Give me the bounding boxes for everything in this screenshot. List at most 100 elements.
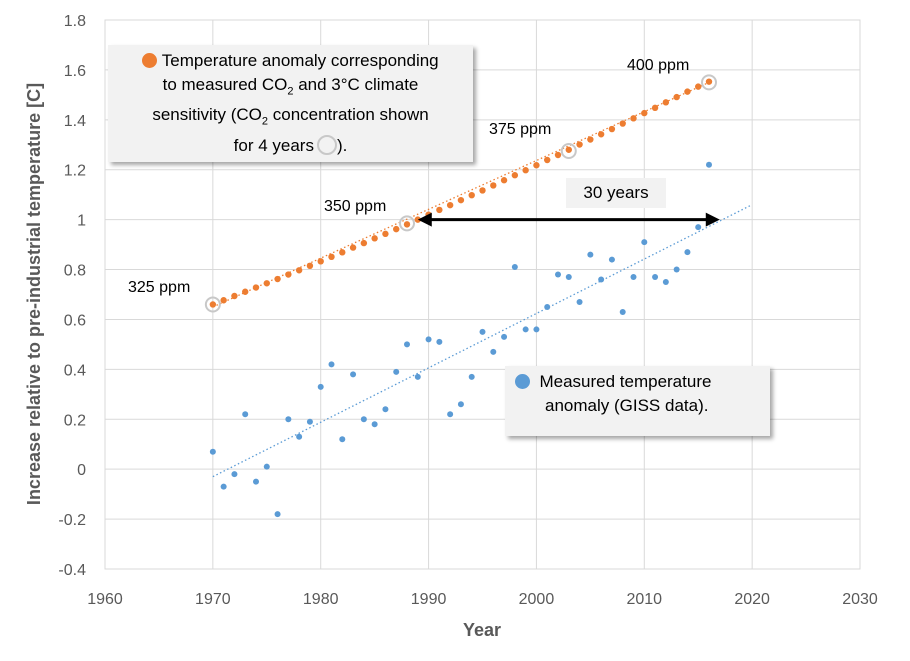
legend-text: and 3°C climate: [293, 75, 419, 94]
legend-text: Temperature anomaly corresponding: [161, 51, 439, 70]
orange-data-point: [522, 167, 529, 174]
blue-data-point: [457, 401, 464, 408]
blue-data-point: [360, 416, 367, 423]
blue-data-point: [490, 348, 497, 355]
orange-data-point: [285, 271, 292, 278]
y-axis-title: Increase relative to pre-industrial temp…: [24, 83, 44, 505]
orange-data-point: [673, 93, 680, 101]
orange-data-point: [371, 235, 378, 242]
y-tick-label: 0.4: [64, 362, 86, 379]
blue-data-point: [511, 264, 518, 271]
orange-data-point: [705, 78, 713, 85]
orange-data-point: [209, 301, 217, 308]
legend-text: Measured temperature: [539, 372, 712, 391]
orange-data-point: [436, 206, 443, 214]
orange-data-point: [597, 131, 605, 138]
blue-data-point: [393, 368, 400, 375]
x-tick-label: 1990: [411, 591, 447, 608]
blue-data-point: [641, 239, 648, 246]
blue-data-point: [317, 383, 324, 390]
orange-data-point: [306, 262, 314, 270]
orange-data-point: [263, 280, 270, 287]
y-tick-label: -0.4: [58, 562, 86, 579]
blue-data-point: [576, 298, 583, 305]
ppm-circle-marker: [399, 215, 415, 232]
blue-data-point: [306, 418, 313, 425]
orange-data-point: [403, 221, 411, 228]
blue-data-point: [662, 279, 669, 286]
orange-data-point: [651, 104, 659, 112]
x-tick-label: 2030: [842, 591, 878, 608]
orange-trendline: [212, 81, 710, 308]
ppm-label: 325 ppm: [128, 279, 191, 296]
orange-data-point: [457, 196, 465, 204]
orange-data-point: [479, 187, 486, 194]
orange-data-point: [339, 249, 346, 256]
orange-data-point: [544, 156, 551, 164]
blue-data-point: [468, 373, 475, 380]
orange-data-point: [360, 239, 368, 247]
orange-data-point: [662, 99, 670, 106]
legend-text: ).: [336, 135, 348, 155]
y-tick-label: 1.4: [64, 113, 86, 130]
blue-trendline: [212, 204, 753, 478]
y-tick-label: 0.2: [64, 412, 86, 429]
orange-data-point: [382, 230, 389, 238]
blue-data-point: [253, 478, 259, 485]
y-tick-label: -0.2: [58, 512, 86, 529]
ppm-label: 375 ppm: [489, 121, 552, 138]
orange-data-point: [349, 244, 357, 251]
blue-data-point: [630, 274, 637, 281]
ppm-circle-marker: [701, 74, 717, 91]
x-tick-label: 2010: [626, 591, 662, 608]
legend-text: sensitivity (CO: [152, 105, 262, 125]
ppm-circle-marker: [204, 296, 221, 313]
orange-data-point: [641, 109, 648, 117]
x-axis-title: Year: [463, 620, 501, 640]
blue-data-point: [220, 483, 227, 490]
blue-data-point: [382, 406, 389, 413]
legend-orange: Temperature anomaly corresponding to mea…: [108, 45, 473, 162]
x-tick-label: 2000: [519, 591, 555, 608]
orange-data-point: [684, 88, 691, 95]
blue-data-point: [706, 161, 712, 168]
x-tick-label: 1970: [195, 591, 231, 608]
legend-text: to measured CO: [162, 75, 288, 94]
y-tick-label: 0.8: [64, 263, 86, 280]
orange-data-point: [554, 151, 562, 159]
blue-data-point: [447, 411, 454, 418]
orange-data-point: [500, 177, 508, 184]
y-tick-label: 0: [77, 462, 86, 479]
blue-data-point: [231, 471, 238, 478]
blue-data-point: [425, 336, 432, 343]
arrow-head-right: [705, 212, 720, 227]
orange-data-point: [533, 162, 540, 169]
blue-data-point: [684, 249, 691, 256]
orange-data-point: [328, 253, 335, 261]
orange-data-point: [587, 136, 594, 143]
x-tick-label: 1980: [303, 591, 339, 608]
ppm-label: 350 ppm: [324, 198, 387, 215]
legend-text: for 4 years: [233, 135, 314, 155]
orange-data-point: [231, 292, 238, 300]
orange-data-point: [619, 120, 626, 127]
orange-data-point: [274, 275, 281, 283]
subscript: 2: [261, 115, 269, 128]
blue-dot-icon: [515, 374, 530, 389]
orange-data-point: [393, 225, 400, 233]
blue-data-point: [673, 266, 680, 273]
legend-text: concentration shown: [268, 105, 429, 125]
blue-data-point: [652, 274, 659, 281]
blue-data-point: [263, 463, 270, 470]
orange-data-point: [511, 172, 519, 179]
blue-data-point: [501, 333, 508, 340]
blue-data-point: [296, 433, 303, 440]
y-tick-label: 1.6: [64, 63, 86, 80]
orange-data-point: [242, 288, 249, 295]
orange-data-point: [446, 201, 454, 209]
blue-data-point: [274, 511, 281, 518]
orange-data-point: [317, 258, 324, 265]
blue-data-point: [619, 308, 626, 315]
orange-data-point: [252, 284, 260, 291]
